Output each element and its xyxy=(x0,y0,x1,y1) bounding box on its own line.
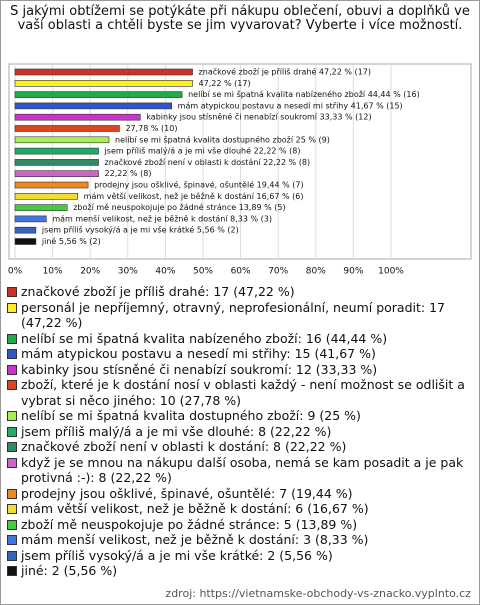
bar xyxy=(14,170,99,177)
legend-item: mám větší velikost, než je běžně k dostá… xyxy=(7,501,471,517)
x-tick-label: 60% xyxy=(231,267,251,277)
x-tick-label: 50% xyxy=(193,267,213,277)
legend-swatch xyxy=(7,364,17,375)
legend-item: jsem příliš malý/á a je mi vše dlouhé: 8… xyxy=(7,424,471,440)
x-tick-label: 20% xyxy=(80,267,100,277)
legend-swatch xyxy=(7,333,17,344)
x-tick-label: 40% xyxy=(155,267,175,277)
x-tick-label: 90% xyxy=(343,267,363,277)
bar xyxy=(14,204,68,211)
bar xyxy=(14,193,78,200)
legend-label: když je se mnou na nákupu další osoba, n… xyxy=(21,454,464,486)
legend-label: značkové zboží je příliš drahé: 17 (47,2… xyxy=(21,284,295,299)
bar-label: mám menší velikost, než je běžně k dostá… xyxy=(52,213,272,223)
bar xyxy=(14,113,141,121)
legend-item: jiné: 2 (5,56 %) xyxy=(7,563,471,579)
legend-swatch xyxy=(7,287,17,297)
legend-swatch xyxy=(7,457,17,468)
bar xyxy=(14,181,89,189)
bar xyxy=(14,102,172,110)
legend-label: zboží, které je k dostání nosí v oblasti… xyxy=(21,377,465,408)
legend-swatch xyxy=(7,442,17,452)
chart: 0% 10% 20% 30% 40% 50% 60% 70% 80% 90% 100% značkov… xyxy=(8,63,472,277)
legend-label: kabinky jsou stísněné či nenabízí soukro… xyxy=(21,361,378,377)
bar-label: zboží mě neuspokojuje po žádné stránce 1… xyxy=(73,202,285,212)
legend-item: prodejny jsou ošklivé, špinavé, ošuntělé… xyxy=(7,486,471,502)
x-tick-label: 70% xyxy=(268,267,288,277)
legend: značkové zboží je příliš drahé: 17 (47,2… xyxy=(7,284,471,579)
legend-swatch xyxy=(7,550,17,561)
legend-label: zboží mě neuspokojuje po žádné stránce: … xyxy=(21,516,358,532)
legend-label: nelíbí se mi špatná kvalita dostupného z… xyxy=(21,408,361,423)
bar xyxy=(14,215,47,223)
legend-swatch xyxy=(7,488,17,499)
legend-item: kabinky jsou stísněné či nenabízí soukro… xyxy=(7,362,471,378)
legend-label: personál je nepříjemný, otravný, neprofe… xyxy=(21,299,445,331)
legend-item: když je se mnou na nákupu další osoba, n… xyxy=(7,455,471,486)
legend-item: personál je nepříjemný, otravný, neprofe… xyxy=(7,300,471,331)
legend-item: jsem příliš vysoký/á a je mi vše krátké:… xyxy=(7,548,471,564)
legend-swatch xyxy=(7,566,17,576)
x-tick-label: 80% xyxy=(306,267,326,277)
bar xyxy=(14,226,37,234)
legend-label: prodejny jsou ošklivé, špinavé, ošuntělé… xyxy=(21,485,353,501)
bar-label: 22,22 % (8) xyxy=(105,169,152,178)
legend-swatch xyxy=(7,535,17,545)
bar xyxy=(14,80,193,87)
legend-item: mám menší velikost, než je běžně k dostá… xyxy=(7,532,471,548)
legend-swatch xyxy=(7,411,17,421)
legend-label: jsem příliš vysoký/á a je mi vše krátké:… xyxy=(21,547,333,563)
x-tick-label: 100% xyxy=(378,267,404,277)
legend-item: zboží, které je k dostání nosí v oblasti… xyxy=(7,377,471,408)
bar-label: mám atypickou postavu a nesedí mi střihy… xyxy=(178,101,403,110)
legend-item: zboží mě neuspokojuje po žádné stránce: … xyxy=(7,517,471,533)
bar xyxy=(14,136,110,144)
bar xyxy=(14,125,120,132)
legend-item: mám atypickou postavu a nesedí mi střihy… xyxy=(7,346,471,362)
legend-label: značkové zboží není v oblasti k dostání:… xyxy=(21,439,347,454)
legend-swatch xyxy=(7,302,17,313)
legend-item: značkové zboží není v oblasti k dostání:… xyxy=(7,439,471,455)
legend-item: nelíbí se mi špatná kvalita dostupného z… xyxy=(7,408,471,424)
bar-label: 47,22 % (17) xyxy=(199,79,251,88)
legend-item: značkové zboží je příliš drahé: 17 (47,2… xyxy=(7,284,471,300)
bar-label: značkové zboží není v oblasti k dostání … xyxy=(105,157,311,167)
legend-swatch xyxy=(7,504,17,514)
legend-swatch xyxy=(7,426,17,437)
legend-label: mám menší velikost, než je běžně k dostá… xyxy=(21,532,369,547)
x-tick-label: 30% xyxy=(118,267,138,277)
legend-swatch xyxy=(7,349,17,359)
bar xyxy=(14,68,193,76)
bar-label: 27,78 % (10) xyxy=(125,124,177,133)
bar xyxy=(14,147,99,155)
legend-label: mám atypickou postavu a nesedí mi střihy… xyxy=(21,346,376,361)
x-tick-label: 10% xyxy=(43,267,63,277)
bar xyxy=(14,91,183,98)
bar-label: jsem příliš malý/á a je mi vše dlouhé 22… xyxy=(104,146,301,156)
legend-swatch xyxy=(7,380,17,390)
bar-label: kabinky jsou stísněné či nenabízí soukro… xyxy=(146,112,371,122)
legend-label: mám větší velikost, než je běžně k dostá… xyxy=(21,501,369,516)
x-tick-label: 0% xyxy=(8,267,23,277)
bar xyxy=(14,159,99,166)
legend-label: jiné: 2 (5,56 %) xyxy=(21,563,118,578)
bar-label: značkové zboží je příliš drahé 47,22 % (… xyxy=(199,67,371,77)
bar-label: mám větší velikost, než je běžně k dostá… xyxy=(84,191,304,201)
source: zdroj: https://vietnamske-obchody-vs-zna… xyxy=(165,587,471,600)
bar-label: nelíbí se mi špatná kvalita dostupného z… xyxy=(115,134,330,144)
bar-label: nelíbí se mi špatná kvalita nabízeného z… xyxy=(188,89,420,99)
bar xyxy=(14,238,37,245)
legend-label: nelíbí se mi špatná kvalita nabízeného z… xyxy=(21,330,388,346)
legend-swatch xyxy=(7,519,17,530)
legend-label: jsem příliš malý/á a je mi vše dlouhé: 8… xyxy=(21,423,332,439)
chart-title: S jakými obtížemi se potýkáte při nákupu… xyxy=(10,4,470,33)
bar-label: prodejny jsou ošklivé, špinavé, ošuntělé… xyxy=(94,180,304,190)
bar-label: jsem příliš vysoký/á a je mi vše krátké … xyxy=(41,225,239,235)
bar-label: jiné 5,56 % (2) xyxy=(41,236,101,246)
legend-item: nelíbí se mi špatná kvalita nabízeného z… xyxy=(7,331,471,347)
